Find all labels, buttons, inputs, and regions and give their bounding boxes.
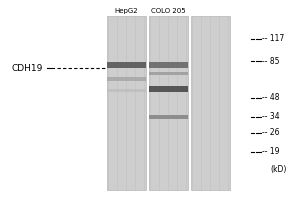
Text: -- 34: -- 34 [262, 112, 280, 121]
Text: -- 19: -- 19 [262, 147, 280, 156]
Text: COLO 205: COLO 205 [151, 8, 185, 14]
Bar [106, 16, 146, 190]
Bar [148, 115, 188, 119]
Bar [148, 86, 188, 92]
Bar [106, 89, 146, 92]
Text: -- 117: -- 117 [262, 34, 285, 43]
Bar [106, 77, 146, 81]
Text: HepG2: HepG2 [114, 8, 138, 14]
Bar [106, 62, 146, 68]
Text: -- 85: -- 85 [262, 57, 280, 66]
Bar [148, 62, 188, 68]
Bar [148, 72, 188, 75]
Text: -- 26: -- 26 [262, 128, 280, 137]
Text: -- 48: -- 48 [262, 93, 280, 102]
Text: (kD): (kD) [270, 165, 286, 174]
Bar [190, 16, 230, 190]
Bar [148, 16, 188, 190]
Text: CDH19: CDH19 [12, 64, 43, 73]
